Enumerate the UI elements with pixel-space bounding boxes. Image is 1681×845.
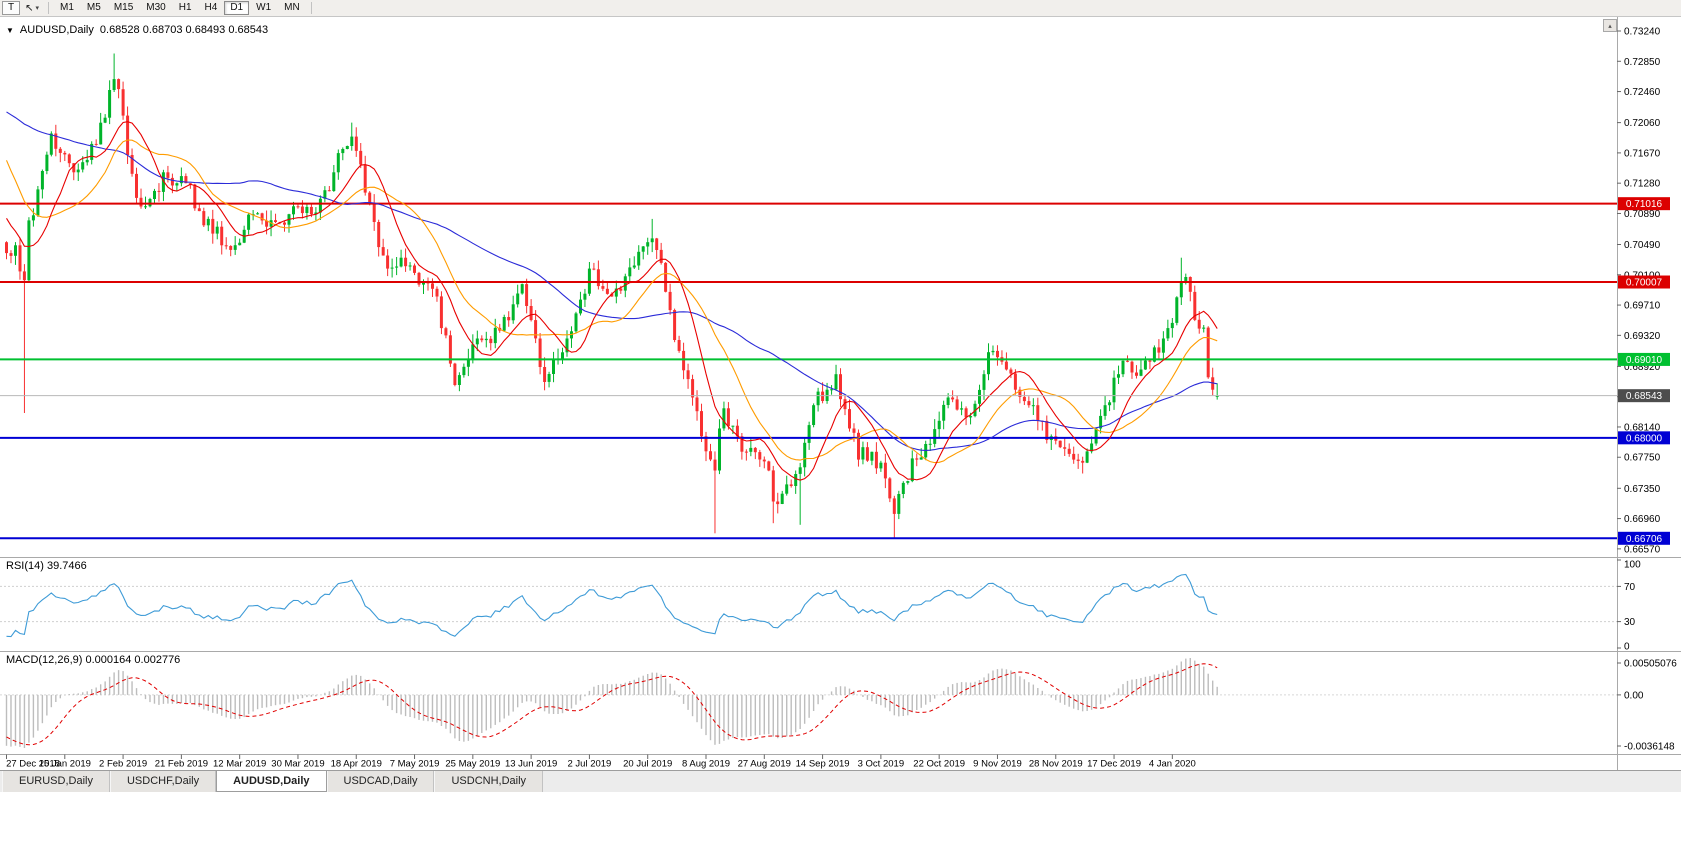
svg-text:0.70490: 0.70490 xyxy=(1624,240,1661,251)
svg-text:27 Aug 2019: 27 Aug 2019 xyxy=(738,759,791,770)
svg-text:25 May 2019: 25 May 2019 xyxy=(445,759,500,770)
svg-text:12 Mar 2019: 12 Mar 2019 xyxy=(213,759,266,770)
svg-text:2 Jul 2019: 2 Jul 2019 xyxy=(567,759,611,770)
svg-text:0.70890: 0.70890 xyxy=(1624,209,1661,220)
svg-text:0.68000: 0.68000 xyxy=(1626,433,1663,444)
svg-text:0.66960: 0.66960 xyxy=(1624,514,1661,525)
svg-text:70: 70 xyxy=(1624,582,1636,593)
svg-text:0.72060: 0.72060 xyxy=(1624,118,1661,129)
svg-text:0.69710: 0.69710 xyxy=(1624,301,1661,312)
price-axis: 0.73240 0.72850 0.72460 0.72060 0.71670 0.712… xyxy=(1617,27,1670,555)
svg-text:30: 30 xyxy=(1624,617,1636,628)
chart-dropdown-icon[interactable]: ▼ xyxy=(6,25,14,35)
svg-text:0.69010: 0.69010 xyxy=(1626,355,1663,366)
svg-text:9 Nov 2019: 9 Nov 2019 xyxy=(973,759,1022,770)
chart-tabs: EURUSD,Daily USDCHF,Daily AUDUSD,Daily USDC… xyxy=(0,770,1681,792)
timeframe-button-m30[interactable]: M30 xyxy=(140,1,171,15)
timeframe-button-d1[interactable]: D1 xyxy=(224,1,250,15)
svg-text:4 Jan 2020: 4 Jan 2020 xyxy=(1149,759,1196,770)
cursor-icon: ↖ xyxy=(25,2,34,14)
svg-text:27 Dec 2018: 27 Dec 2018 xyxy=(6,759,60,770)
timeframe-button-m15[interactable]: M15 xyxy=(108,1,139,15)
svg-text:0.69320: 0.69320 xyxy=(1624,331,1661,342)
ma-50-line xyxy=(6,111,1218,451)
price-scale-button[interactable]: ▴ xyxy=(1603,19,1617,32)
horizontal-lines-layer xyxy=(0,202,1617,540)
svg-text:0.68920: 0.68920 xyxy=(1624,362,1661,373)
macd-panel: 0.00505076 0.00 -0.0036148 xyxy=(0,658,1677,753)
chevron-down-icon: ▾ xyxy=(35,5,40,12)
svg-text:0.68543: 0.68543 xyxy=(1626,391,1663,402)
tab-audusd-daily[interactable]: AUDUSD,Daily xyxy=(216,771,327,792)
toolbar-separator xyxy=(48,2,50,14)
ma-20-line xyxy=(5,139,1218,464)
svg-text:0.66706: 0.66706 xyxy=(1626,534,1663,545)
svg-text:8 Aug 2019: 8 Aug 2019 xyxy=(682,759,730,770)
svg-text:-0.0036148: -0.0036148 xyxy=(1624,742,1675,753)
ma-10-line xyxy=(6,121,1218,481)
svg-text:15 Jan 2019: 15 Jan 2019 xyxy=(39,759,91,770)
svg-text:2 Feb 2019: 2 Feb 2019 xyxy=(99,759,147,770)
timeframe-button-m1[interactable]: M1 xyxy=(54,1,80,15)
svg-text:0.00505076: 0.00505076 xyxy=(1624,659,1677,670)
svg-text:0.70007: 0.70007 xyxy=(1626,278,1663,289)
svg-text:20 Jul 2019: 20 Jul 2019 xyxy=(623,759,672,770)
tab-usdchf-daily[interactable]: USDCHF,Daily xyxy=(109,771,217,792)
svg-text:3 Oct 2019: 3 Oct 2019 xyxy=(858,759,904,770)
timeframe-button-h4[interactable]: H4 xyxy=(199,1,224,15)
svg-text:17 Dec 2019: 17 Dec 2019 xyxy=(1087,759,1141,770)
svg-text:0.72850: 0.72850 xyxy=(1624,57,1661,68)
svg-text:14 Sep 2019: 14 Sep 2019 xyxy=(796,759,850,770)
svg-text:0.00: 0.00 xyxy=(1624,690,1644,701)
svg-text:0.66570: 0.66570 xyxy=(1624,544,1661,555)
svg-text:0.71670: 0.71670 xyxy=(1624,148,1661,159)
tab-eurusd-daily[interactable]: EURUSD,Daily xyxy=(2,771,110,792)
svg-text:22 Oct 2019: 22 Oct 2019 xyxy=(913,759,965,770)
svg-text:13 Jun 2019: 13 Jun 2019 xyxy=(505,759,557,770)
svg-text:0.68140: 0.68140 xyxy=(1624,422,1661,433)
svg-text:0.71016: 0.71016 xyxy=(1626,199,1663,210)
svg-text:0.67750: 0.67750 xyxy=(1624,453,1661,464)
svg-text:7 May 2019: 7 May 2019 xyxy=(390,759,440,770)
svg-text:21 Feb 2019: 21 Feb 2019 xyxy=(155,759,208,770)
svg-text:0.73240: 0.73240 xyxy=(1624,27,1661,38)
svg-text:28 Nov 2019: 28 Nov 2019 xyxy=(1029,759,1083,770)
svg-text:0.71280: 0.71280 xyxy=(1624,179,1661,190)
timeframe-button-mn[interactable]: MN xyxy=(278,1,306,15)
chart-canvas[interactable]: 0.73240 0.72850 0.72460 0.72060 0.71670 0.712… xyxy=(0,17,1681,770)
chart-type-button[interactable]: T xyxy=(2,1,21,15)
tab-usdcad-daily[interactable]: USDCAD,Daily xyxy=(326,771,435,792)
chart-area[interactable]: 0.73240 0.72850 0.72460 0.72060 0.71670 0.712… xyxy=(0,17,1681,770)
svg-text:18 Apr 2019: 18 Apr 2019 xyxy=(331,759,382,770)
moving-averages-layer xyxy=(5,111,1218,481)
toolbar: T ↖ ▾ M1 M5 M15 M30 H1 H4 D1 W1 MN xyxy=(0,0,1681,17)
svg-text:30 Mar 2019: 30 Mar 2019 xyxy=(271,759,324,770)
cursor-tool-button[interactable]: ↖ ▾ xyxy=(21,1,43,15)
svg-text:0.72460: 0.72460 xyxy=(1624,87,1661,98)
timeframe-button-m5[interactable]: M5 xyxy=(81,1,107,15)
timeframe-button-w1[interactable]: W1 xyxy=(250,1,277,15)
toolbar-separator-2 xyxy=(310,2,312,14)
timeframe-group: M1 M5 M15 M30 H1 H4 D1 W1 MN xyxy=(54,1,306,15)
svg-text:100: 100 xyxy=(1624,560,1641,571)
rsi-panel: 100 70 30 0 xyxy=(0,559,1641,653)
timeframe-button-h1[interactable]: H1 xyxy=(173,1,198,15)
bottom-space xyxy=(0,792,1681,845)
svg-text:0.67350: 0.67350 xyxy=(1624,484,1661,495)
svg-text:0: 0 xyxy=(1624,642,1630,653)
tab-usdcnh-daily[interactable]: USDCNH,Daily xyxy=(434,771,544,792)
